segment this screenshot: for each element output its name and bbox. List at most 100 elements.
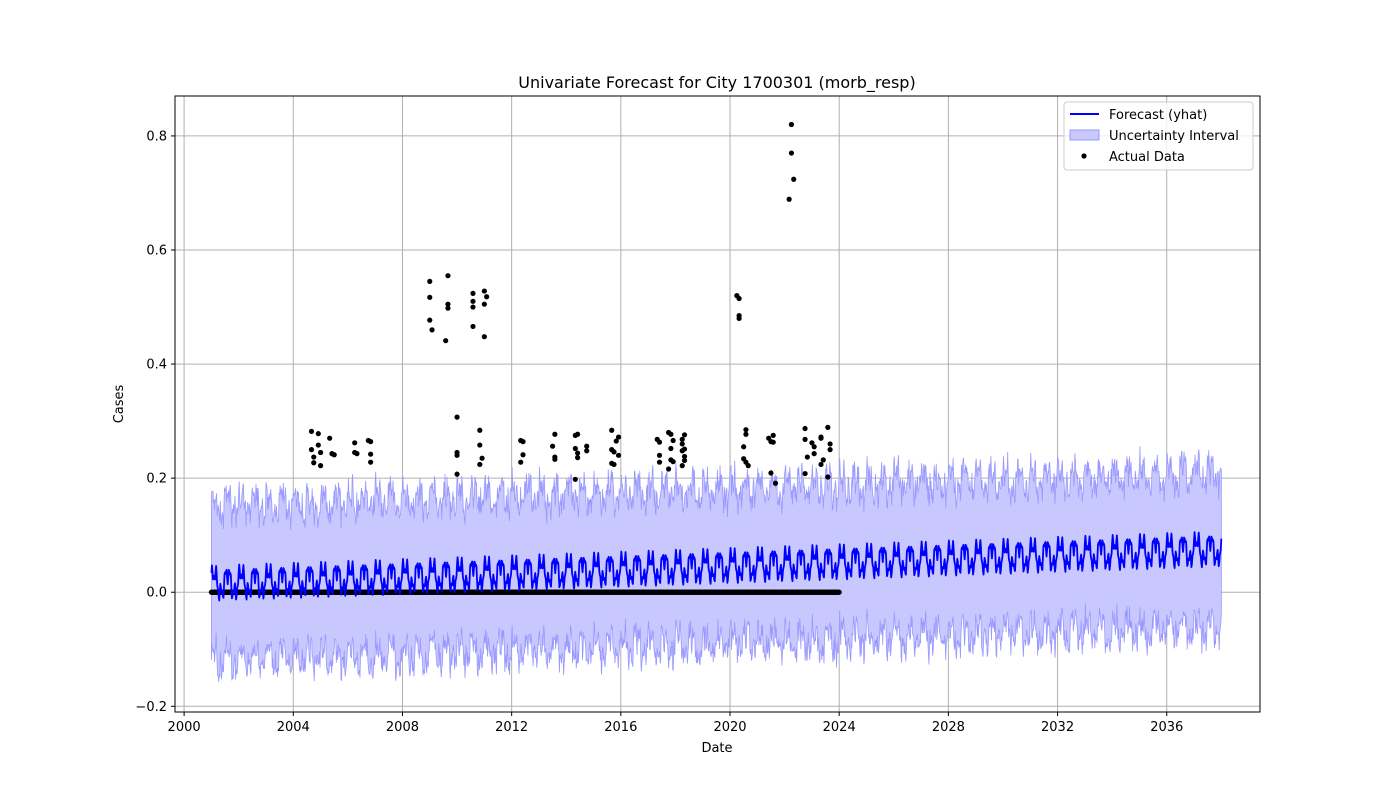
- actual-data-point: [481, 288, 487, 294]
- actual-data-point: [427, 317, 433, 323]
- actual-data-point: [679, 448, 685, 454]
- actual-data-point: [827, 447, 833, 453]
- actual-data-point: [368, 459, 374, 465]
- actual-data-point: [352, 440, 358, 446]
- actual-data-point: [768, 470, 774, 476]
- actual-data-point: [772, 480, 779, 486]
- actual-data-point: [811, 451, 817, 457]
- actual-data-point: [656, 439, 663, 445]
- actual-data-point: [656, 452, 663, 458]
- actual-data-point: [315, 431, 321, 437]
- actual-data-point: [308, 447, 315, 453]
- legend: Forecast (yhat) Uncertainty Interval Act…: [1063, 101, 1254, 171]
- actual-data-points: [308, 121, 833, 486]
- forecast-line: [210, 531, 1223, 602]
- actual-data-point: [741, 444, 747, 450]
- actual-data-point: [454, 452, 460, 458]
- actual-data-point: [354, 451, 360, 457]
- actual-data-point: [481, 334, 487, 340]
- legend-forecast-label: Forecast (yhat): [1109, 108, 1207, 123]
- actual-data-point: [615, 452, 622, 458]
- actual-data-point: [429, 327, 435, 333]
- actual-data-point: [818, 435, 824, 441]
- actual-data-point: [818, 461, 824, 468]
- actual-data-point: [477, 427, 483, 433]
- x-tick-label: 2020: [713, 720, 746, 735]
- actual-data-point: [670, 437, 676, 444]
- actual-data-point: [804, 454, 810, 460]
- x-tick-label: 2000: [168, 720, 201, 735]
- actual-data-point: [520, 452, 526, 458]
- actual-data-point: [770, 432, 776, 438]
- actual-data-point: [811, 444, 817, 450]
- actual-data-point: [484, 294, 490, 300]
- actual-data-point: [308, 428, 315, 434]
- legend-interval-swatch: [1069, 129, 1100, 141]
- actual-data-point: [681, 457, 688, 464]
- actual-data-point: [770, 439, 776, 445]
- y-tick-label: −0.2: [135, 700, 167, 715]
- actual-data-point: [311, 454, 317, 460]
- actual-data-point: [317, 449, 324, 456]
- actual-data-point: [520, 439, 526, 445]
- actual-data-point: [788, 121, 795, 128]
- x-tick-label: 2012: [495, 720, 528, 735]
- actual-data-point: [575, 431, 581, 437]
- actual-data-point: [609, 427, 615, 433]
- actual-data-point: [552, 456, 558, 462]
- plot-frame: [174, 95, 1261, 713]
- actual-data-point: [666, 466, 672, 472]
- x-tick-label: 2008: [386, 720, 419, 735]
- actual-data-point: [479, 455, 485, 461]
- y-tick-label: 0.2: [146, 472, 167, 487]
- actual-data-point: [443, 338, 449, 344]
- y-tick-label: 0.8: [146, 129, 167, 144]
- actual-data-point: [584, 443, 590, 449]
- actual-data-point: [311, 460, 317, 466]
- actual-data-point: [820, 457, 826, 463]
- y-axis-ticks: −0.2 0.0 0.2 0.4 0.6 0.8: [135, 129, 175, 715]
- actual-data-point: [445, 301, 451, 307]
- x-tick-label: 2024: [823, 720, 856, 735]
- actual-data-point: [572, 445, 578, 452]
- actual-data-point: [481, 301, 487, 307]
- actual-data-point: [470, 304, 476, 310]
- actual-data-point: [368, 439, 374, 445]
- actual-data-point: [470, 290, 476, 296]
- actual-data-point: [454, 414, 460, 420]
- actual-data-point: [613, 438, 619, 444]
- x-axis-label: Date: [701, 741, 732, 756]
- actual-data-point: [549, 443, 556, 449]
- actual-data-point: [331, 452, 337, 458]
- actual-data-point: [427, 278, 433, 284]
- actual-data-point: [670, 459, 676, 465]
- actual-data-point: [552, 431, 558, 437]
- forecast-line-group: [210, 531, 1223, 602]
- x-tick-label: 2032: [1041, 720, 1074, 735]
- actual-data-point: [668, 445, 674, 452]
- actual-data-point: [315, 442, 321, 448]
- legend-actual-swatch: [1081, 153, 1087, 159]
- actual-data-point: [615, 434, 622, 440]
- actual-data-point: [791, 176, 797, 182]
- actual-data-point: [327, 435, 333, 441]
- actual-data-point: [827, 441, 833, 447]
- actual-data-point: [611, 461, 617, 468]
- actual-data-point: [470, 323, 476, 330]
- actual-data-point: [470, 298, 476, 304]
- actual-data-point: [681, 432, 688, 438]
- actual-data-point: [786, 196, 792, 202]
- actual-data-point: [743, 427, 749, 433]
- actual-data-point: [802, 470, 808, 477]
- actual-data-point: [679, 463, 685, 469]
- actual-data-point: [736, 315, 742, 322]
- actual-data-point: [681, 453, 688, 460]
- x-tick-label: 2028: [932, 720, 965, 735]
- actual-data-point: [445, 273, 451, 279]
- actual-data-point: [679, 436, 685, 442]
- actual-data-point: [575, 450, 581, 456]
- x-tick-label: 2004: [277, 720, 310, 735]
- actual-data-point: [445, 305, 451, 311]
- actual-data-point: [802, 436, 808, 442]
